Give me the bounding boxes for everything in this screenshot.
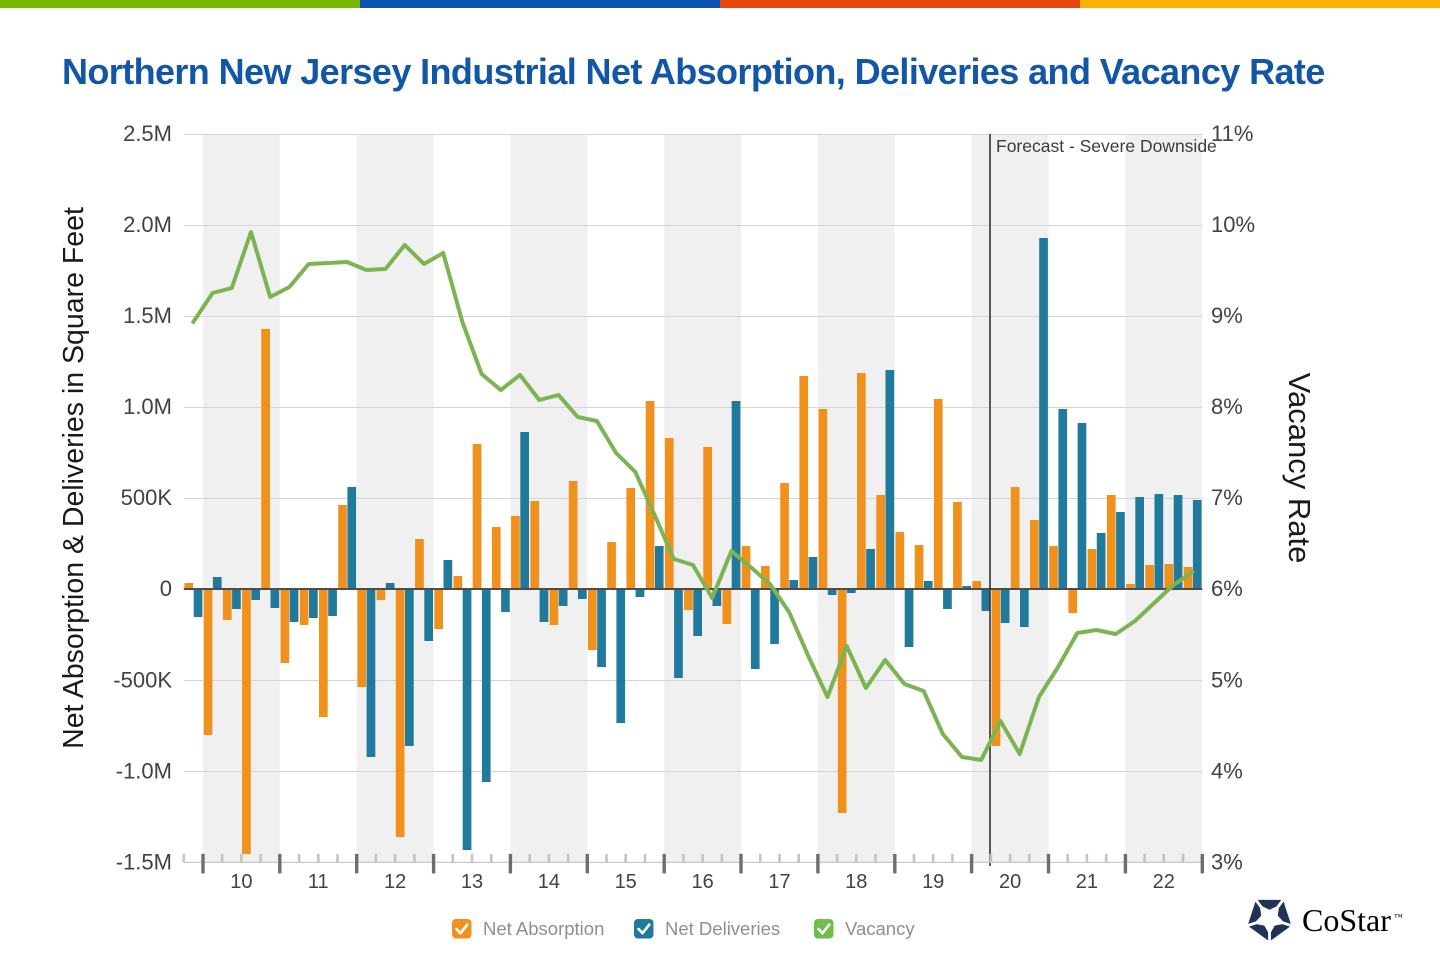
- svg-text:Forecast - Severe Downside: Forecast - Severe Downside: [996, 136, 1217, 156]
- svg-text:10%: 10%: [1211, 212, 1255, 237]
- svg-text:22: 22: [1153, 871, 1175, 893]
- svg-text:15: 15: [615, 871, 637, 893]
- svg-text:9%: 9%: [1211, 303, 1243, 328]
- svg-text:13: 13: [461, 871, 483, 893]
- svg-text:Net Deliveries: Net Deliveries: [665, 918, 780, 939]
- svg-text:CoStar: CoStar: [1302, 902, 1391, 938]
- svg-text:™: ™: [1394, 912, 1403, 922]
- svg-text:16: 16: [691, 871, 713, 893]
- svg-text:3%: 3%: [1211, 849, 1243, 874]
- svg-text:19: 19: [922, 871, 944, 893]
- svg-text:5%: 5%: [1211, 667, 1243, 692]
- svg-text:7%: 7%: [1211, 485, 1243, 510]
- svg-text:6%: 6%: [1211, 576, 1243, 601]
- svg-text:Net Absorption & Deliveries in: Net Absorption & Deliveries in Square Fe…: [58, 207, 90, 749]
- svg-text:4%: 4%: [1211, 758, 1243, 783]
- svg-text:0: 0: [160, 576, 172, 601]
- svg-text:17: 17: [768, 871, 790, 893]
- svg-text:10: 10: [230, 871, 252, 893]
- svg-text:11: 11: [308, 871, 329, 893]
- svg-text:Vacancy: Vacancy: [845, 918, 915, 939]
- svg-text:500K: 500K: [121, 485, 173, 510]
- svg-text:12: 12: [384, 871, 406, 893]
- svg-text:1.5M: 1.5M: [123, 303, 172, 328]
- svg-text:20: 20: [999, 871, 1021, 893]
- svg-text:1.0M: 1.0M: [123, 394, 172, 419]
- svg-text:18: 18: [845, 871, 867, 893]
- svg-text:-1.5M: -1.5M: [116, 849, 172, 874]
- svg-text:14: 14: [538, 871, 560, 893]
- svg-text:2.0M: 2.0M: [123, 212, 172, 237]
- svg-text:Net Absorption: Net Absorption: [483, 918, 604, 939]
- svg-text:Vacancy Rate: Vacancy Rate: [1282, 373, 1317, 564]
- svg-text:-1.0M: -1.0M: [116, 758, 172, 783]
- svg-text:21: 21: [1076, 871, 1098, 893]
- svg-text:11%: 11%: [1211, 121, 1253, 146]
- svg-text:-500K: -500K: [113, 667, 172, 692]
- svg-text:8%: 8%: [1211, 394, 1243, 419]
- svg-text:2.5M: 2.5M: [123, 121, 172, 146]
